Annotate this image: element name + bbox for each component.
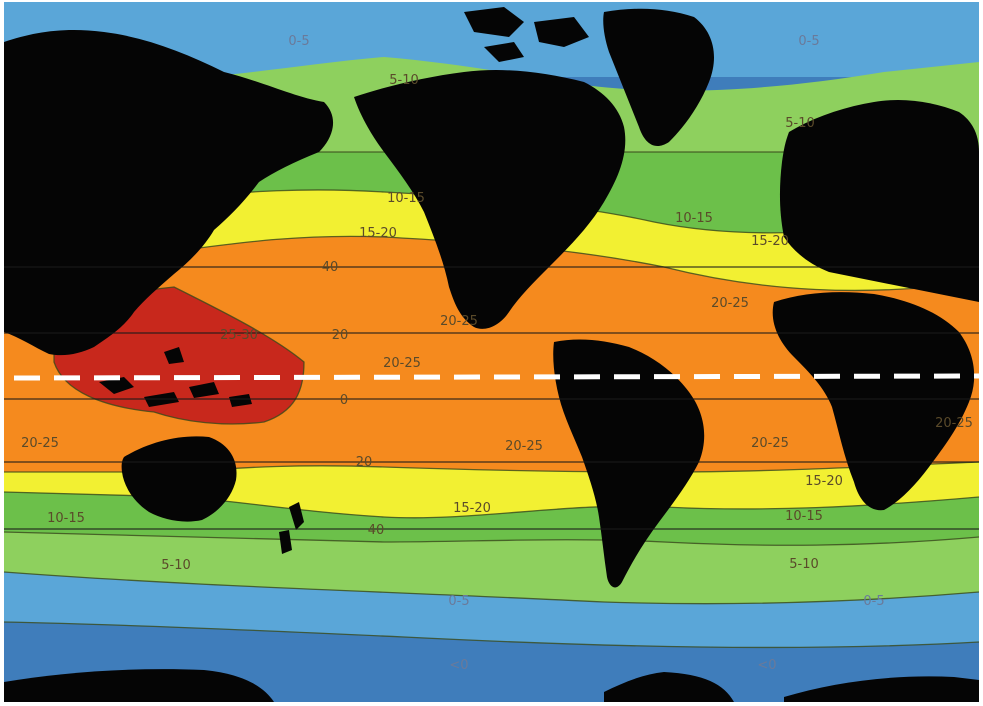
label-south-0-5-pacific: 0-5 bbox=[448, 594, 469, 609]
label-polar-north-west: 0-5 bbox=[288, 34, 309, 49]
map-canvas: 0-5 0-5 5-10 5-10 10-15 10-15 15-20 15-2… bbox=[4, 2, 979, 702]
label-north-5-10-atlantic: 5-10 bbox=[785, 116, 815, 131]
label-south-5-10-pacific: 5-10 bbox=[161, 558, 191, 573]
contour-south-20-25 bbox=[4, 461, 979, 473]
lat-20s-label: 20 bbox=[356, 455, 373, 470]
greenland-landmass bbox=[603, 8, 714, 147]
lat-0-label: 0 bbox=[340, 393, 348, 408]
label-south-5-10-atlantic: 5-10 bbox=[789, 557, 819, 572]
band-polar-south bbox=[4, 572, 979, 648]
label-south-10-15-indian: 10-15 bbox=[47, 511, 85, 526]
australia-landmass bbox=[121, 436, 237, 522]
label-south-20-25-atlantic: 20-25 bbox=[751, 436, 789, 451]
label-north-10-15-atlantic: 10-15 bbox=[675, 211, 713, 226]
contour-south-15-20 bbox=[4, 491, 979, 519]
north-america-landmass bbox=[354, 70, 626, 329]
africa-landmass bbox=[772, 292, 975, 511]
label-north-15-20-atlantic: 15-20 bbox=[751, 234, 789, 249]
south-america-landmass bbox=[553, 339, 705, 588]
antarctica-west-landmass bbox=[4, 669, 274, 702]
latitude-lines bbox=[4, 266, 979, 530]
label-south-20-25-indian: 20-25 bbox=[21, 436, 59, 451]
zone-labels: 0-5 0-5 5-10 5-10 10-15 10-15 15-20 15-2… bbox=[21, 34, 973, 673]
lat-20n-label: 20 bbox=[332, 328, 349, 343]
land-masses bbox=[4, 7, 979, 702]
antarctica-east-landmass bbox=[604, 672, 979, 702]
label-south-0-5-atlantic: 0-5 bbox=[863, 594, 884, 609]
label-south-15-20-pacific: 15-20 bbox=[453, 501, 491, 516]
label-north-20-25-atlantic: 20-25 bbox=[711, 296, 749, 311]
label-north-20-25-pacific: 20-25 bbox=[440, 314, 478, 329]
asia-landmass bbox=[4, 30, 334, 356]
equator-dashed-line bbox=[13, 373, 979, 381]
label-south-20-25-far-east: 20-25 bbox=[935, 416, 973, 431]
sea-surface-temperature-map: 0-5 0-5 5-10 5-10 10-15 10-15 15-20 15-2… bbox=[4, 2, 979, 702]
label-equatorial-pacific: 20-25 bbox=[383, 356, 421, 371]
band-south-10-15 bbox=[4, 492, 979, 546]
label-antarctic-west: <0 bbox=[449, 658, 468, 673]
lat-40s-label: 40 bbox=[368, 523, 385, 538]
contour-south-5-10 bbox=[4, 571, 979, 605]
label-warm-pool: 25-30 bbox=[220, 328, 258, 343]
latitude-labels: 40 20 0 20 40 bbox=[322, 260, 385, 538]
indonesia-islands bbox=[99, 347, 252, 407]
label-north-10-15-pacific: 10-15 bbox=[387, 191, 425, 206]
label-south-20-25-pacific: 20-25 bbox=[505, 439, 543, 454]
canadian-arctic-islands bbox=[464, 7, 589, 62]
band-south-15-20 bbox=[4, 462, 979, 518]
label-south-15-20-atlantic: 15-20 bbox=[805, 474, 843, 489]
europe-landmass bbox=[779, 100, 979, 302]
label-antarctic-east: <0 bbox=[757, 658, 776, 673]
label-north-15-20-pacific: 15-20 bbox=[359, 226, 397, 241]
label-polar-north-east: 0-5 bbox=[798, 34, 819, 49]
new-zealand-islands bbox=[279, 502, 304, 554]
lat-40n-label: 40 bbox=[322, 260, 339, 275]
label-north-5-10-pacific: 5-10 bbox=[389, 73, 419, 88]
label-south-10-15-atlantic: 10-15 bbox=[785, 509, 823, 524]
contour-antarctic bbox=[4, 621, 979, 649]
contour-south-10-15 bbox=[4, 531, 979, 546]
